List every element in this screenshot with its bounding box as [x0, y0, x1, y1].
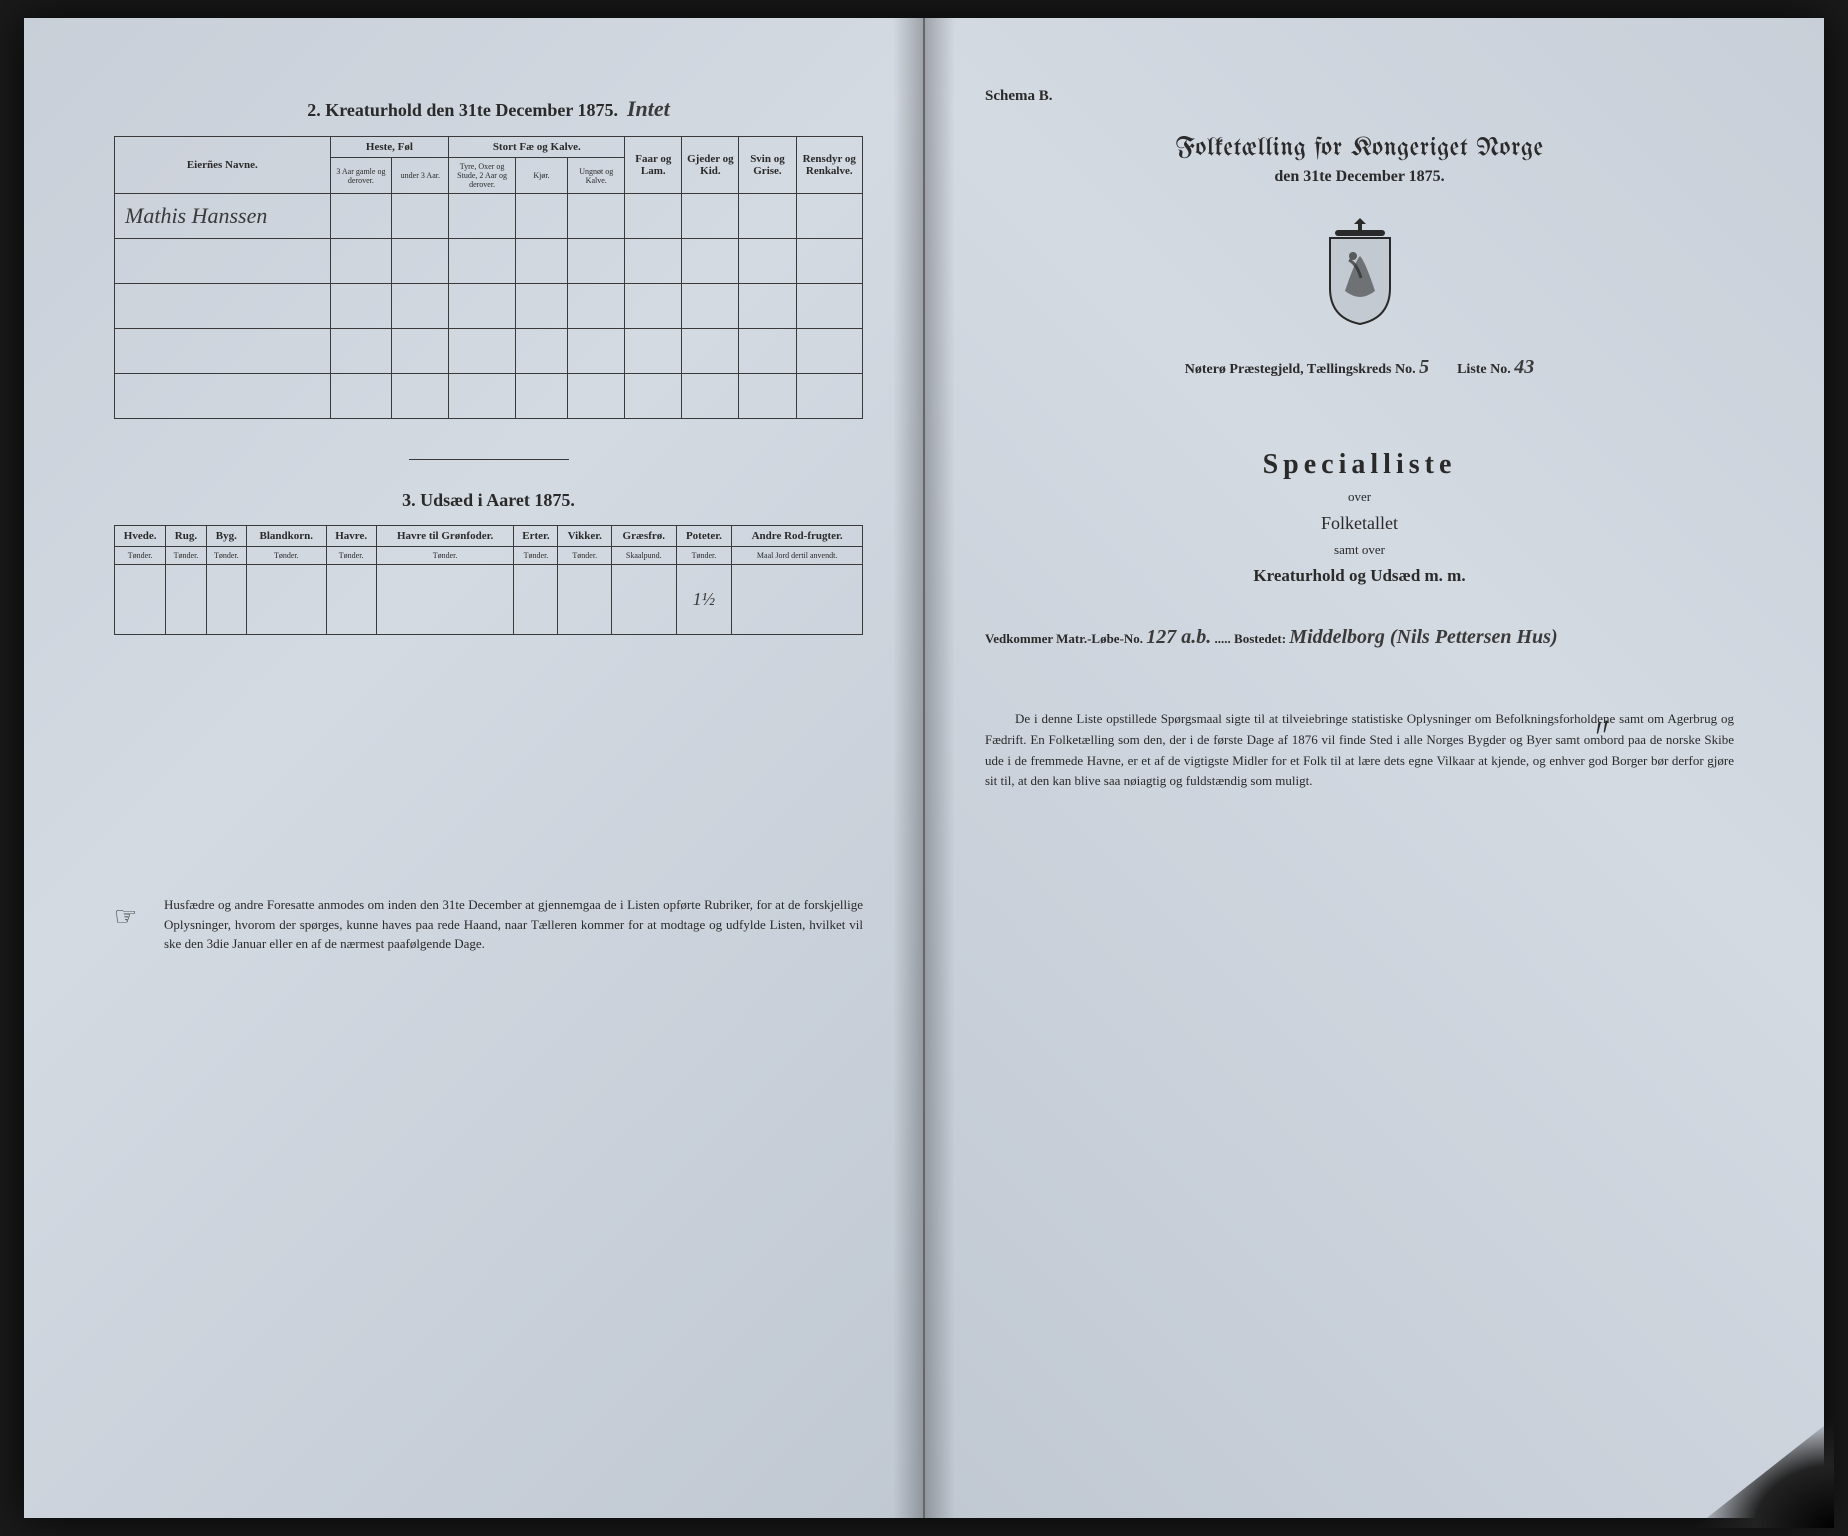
- bosted-value: Middelborg (Nils Pettersen Hus): [1289, 626, 1557, 648]
- matr-no: 127 a.b.: [1146, 626, 1211, 648]
- th-kjor: Kjør.: [518, 171, 565, 180]
- t3-cell-6: [514, 565, 558, 635]
- t3-col-5: Havre til Grønfoder.: [376, 526, 514, 547]
- kreaturhold-table: Eierñes Navne. Heste, Føl Stort Fæ og Ka…: [114, 136, 863, 419]
- bosted-label: Bostedet:: [1234, 631, 1286, 646]
- pointing-hand-icon: ☞: [114, 897, 137, 936]
- t3-sub-6: Tønder.: [514, 547, 558, 565]
- th-heste: Heste, Føl: [330, 137, 449, 158]
- t3-sub-1: Tønder.: [166, 547, 206, 565]
- th-heste-3aar: 3 Aar gamle og derover.: [333, 167, 390, 185]
- t3-col-10: Andre Rod-frugter.: [732, 526, 863, 547]
- t3-sub-9: Tønder.: [676, 547, 732, 565]
- t3-sub-7: Tønder.: [558, 547, 612, 565]
- t3-cell-2: [206, 565, 246, 635]
- t3-sub-2: Tønder.: [206, 547, 246, 565]
- t3-col-0: Hvede.: [115, 526, 166, 547]
- t3-sub-5: Tønder.: [376, 547, 514, 565]
- main-date: den 31te December 1875.: [985, 168, 1734, 186]
- t3-sub-8: Skaalpund.: [612, 547, 677, 565]
- t3-cell-9: 1½: [676, 565, 732, 635]
- meta-prefix: Nøterø Præstegjeld, Tællingskreds No.: [1185, 362, 1416, 377]
- left-page: 2. Kreaturhold den 31te December 1875. I…: [24, 18, 923, 1518]
- vedkommer-line: Vedkommer Matr.-Løbe-No. 127 a.b. ..... …: [985, 626, 1734, 649]
- t3-col-6: Erter.: [514, 526, 558, 547]
- t3-cell-1: [166, 565, 206, 635]
- t3-cell-4: [326, 565, 376, 635]
- t3-cell-5: [376, 565, 514, 635]
- samt-over: samt over: [985, 542, 1734, 558]
- t3-cell-7: [558, 565, 612, 635]
- t3-cell-10: [732, 565, 863, 635]
- section-2-title: 2. Kreaturhold den 31te December 1875. I…: [114, 96, 863, 122]
- t3-col-3: Blandkorn.: [247, 526, 327, 547]
- t3-cell-3: [247, 565, 327, 635]
- main-title: Folketælling for Kongeriget Norge: [985, 135, 1734, 162]
- right-page: Schema B. Folketælling for Kongeriget No…: [923, 18, 1824, 1518]
- t3-col-4: Havre.: [326, 526, 376, 547]
- coat-of-arms-icon: [1315, 216, 1405, 326]
- page-corner-shadow: [1694, 1418, 1834, 1528]
- t3-col-1: Rug.: [166, 526, 206, 547]
- th-gjeder: Gjeder og Kid.: [682, 137, 739, 194]
- section-2-handnote: Intet: [627, 96, 670, 121]
- th-heste-u3: under 3 Aar.: [394, 171, 446, 180]
- folketallet-heading: Folketallet: [985, 513, 1734, 534]
- th-ungnot: Ungnøt og Kalve.: [570, 167, 622, 185]
- section-3-title: 3. Udsæd i Aaret 1875.: [114, 490, 863, 511]
- t3-col-2: Byg.: [206, 526, 246, 547]
- specialliste-heading: Specialliste: [985, 449, 1734, 481]
- t3-sub-10: Maal Jord dertil anvendt.: [732, 547, 863, 565]
- footnote-block: ☞ Husfædre og andre Foresatte anmodes om…: [114, 895, 863, 954]
- th-stortfae: Stort Fæ og Kalve.: [449, 137, 625, 158]
- th-tyre: Tyre, Oxer og Stude, 2 Aar og derover.: [451, 162, 512, 189]
- meta-line: Nøterø Præstegjeld, Tællingskreds No. 5 …: [985, 356, 1734, 379]
- liste-no: 43: [1514, 356, 1534, 378]
- liste-label: Liste No.: [1457, 362, 1511, 377]
- th-svin: Svin og Grise.: [739, 137, 796, 194]
- document-spread: 2. Kreaturhold den 31te December 1875. I…: [24, 18, 1824, 1518]
- th-rensdyr: Rensdyr og Renkalve.: [796, 137, 863, 194]
- kreds-no: 5: [1419, 356, 1429, 378]
- t3-sub-3: Tønder.: [247, 547, 327, 565]
- section-2-label: 2. Kreaturhold den 31te December 1875.: [307, 100, 618, 120]
- kreatur-heading: Kreaturhold og Udsæd m. m.: [985, 566, 1734, 586]
- t3-col-9: Poteter.: [676, 526, 732, 547]
- owner-name: Mathis Hanssen: [125, 203, 267, 228]
- description-paragraph: De i denne Liste opstillede Spørgsmaal s…: [985, 709, 1734, 792]
- t3-cell-0: [115, 565, 166, 635]
- divider: [409, 459, 569, 460]
- t3-col-8: Græsfrø.: [612, 526, 677, 547]
- t3-cell-8: [612, 565, 677, 635]
- t3-sub-0: Tønder.: [115, 547, 166, 565]
- th-eier: Eierñes Navne.: [115, 137, 331, 194]
- t3-sub-4: Tønder.: [326, 547, 376, 565]
- over-1: over: [985, 489, 1734, 505]
- th-faar: Faar og Lam.: [625, 137, 682, 194]
- footnote-text: Husfædre og andre Foresatte anmodes om i…: [164, 897, 863, 951]
- schema-label: Schema B.: [985, 88, 1734, 105]
- udsaed-table: Hvede.Rug.Byg.Blandkorn.Havre.Havre til …: [114, 525, 863, 635]
- vedkom-label: Vedkommer Matr.-Løbe-No.: [985, 631, 1143, 646]
- t3-col-7: Vikker.: [558, 526, 612, 547]
